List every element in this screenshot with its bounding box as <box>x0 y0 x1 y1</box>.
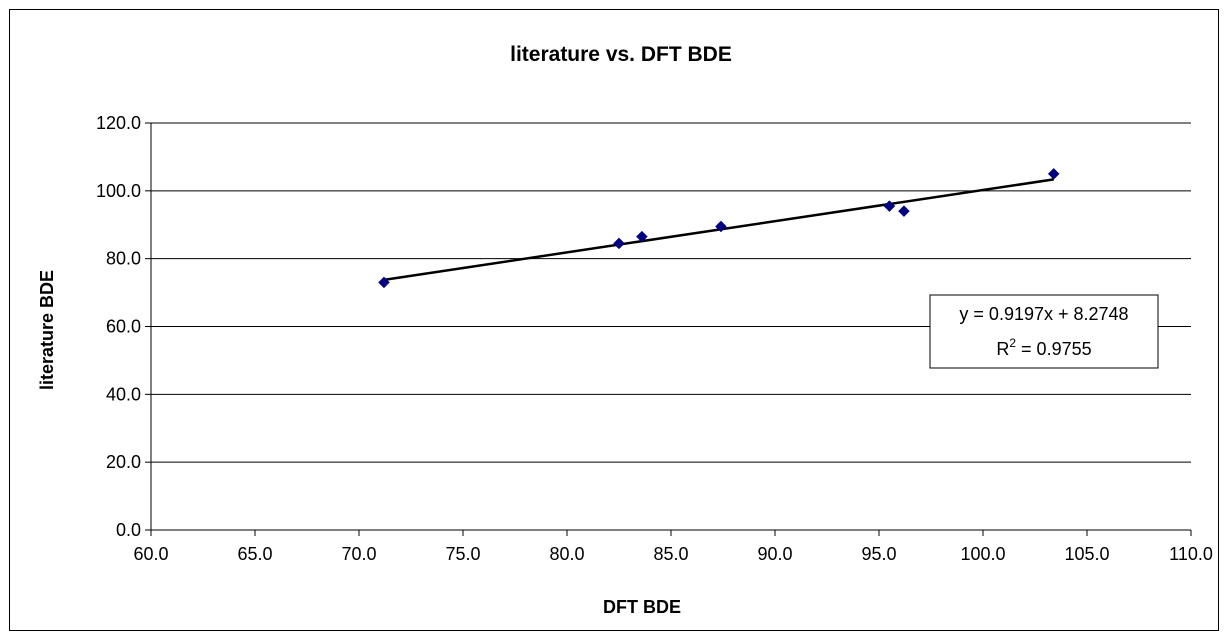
r-squared-prefix: R <box>996 339 1009 359</box>
chart-title: literature vs. DFT BDE <box>510 43 732 66</box>
y-tick-label: 80.0 <box>106 249 141 269</box>
data-point <box>898 205 910 218</box>
y-tick-label: 120.0 <box>96 113 141 133</box>
y-axis-title: literature BDE <box>37 270 57 390</box>
y-tick-label: 60.0 <box>106 317 141 337</box>
x-axis-ticks: 60.0 65.0 70.0 75.0 80.0 85.0 90.0 95.0 100.0 105… <box>133 530 1213 564</box>
data-point <box>1047 168 1060 180</box>
data-point <box>613 237 625 250</box>
x-tick-label: 110.0 <box>1169 544 1213 564</box>
gridlines <box>151 122 1191 463</box>
trendline-equation: y = 0.9197x + 8.2748 <box>959 304 1128 324</box>
r-squared-value: = 0.9755 <box>1016 339 1092 359</box>
x-tick-label: 75.0 <box>445 544 480 564</box>
x-tick-label: 100.0 <box>960 544 1005 564</box>
x-tick-label: 90.0 <box>757 544 792 564</box>
x-axis-title: DFT BDE <box>603 597 681 617</box>
r-squared-exponent: 2 <box>1009 336 1016 350</box>
data-point <box>715 220 727 233</box>
data-points <box>378 168 1060 289</box>
data-point <box>378 276 390 289</box>
y-axis-ticks: 0.0 20.0 40.0 60.0 80.0 100.0 120.0 <box>96 113 151 540</box>
x-tick-label: 70.0 <box>341 544 376 564</box>
y-tick-label: 20.0 <box>106 452 141 472</box>
x-tick-label: 65.0 <box>237 544 272 564</box>
trendline-label-box <box>929 294 1159 369</box>
y-tick-label: 0.0 <box>116 520 141 540</box>
y-tick-label: 40.0 <box>106 384 141 404</box>
x-tick-label: 85.0 <box>653 544 688 564</box>
y-tick-label: 100.0 <box>96 181 141 201</box>
x-tick-label: 80.0 <box>549 544 584 564</box>
data-point <box>636 230 648 243</box>
chart-area: literature vs. DFT BDE 60.0 65.0 70.0 75.0 8… <box>9 9 1219 631</box>
trendline-r-squared: R2 = 0.9755 <box>996 336 1091 359</box>
x-tick-label: 95.0 <box>861 544 896 564</box>
data-point <box>883 200 896 212</box>
trendline-label: y = 0.9197x + 8.2748 R2 = 0.9755 <box>929 294 1159 369</box>
x-tick-label: 60.0 <box>133 544 168 564</box>
chart-svg: literature vs. DFT BDE 60.0 65.0 70.0 75.0 8… <box>37 43 1213 617</box>
x-tick-label: 105.0 <box>1064 544 1109 564</box>
